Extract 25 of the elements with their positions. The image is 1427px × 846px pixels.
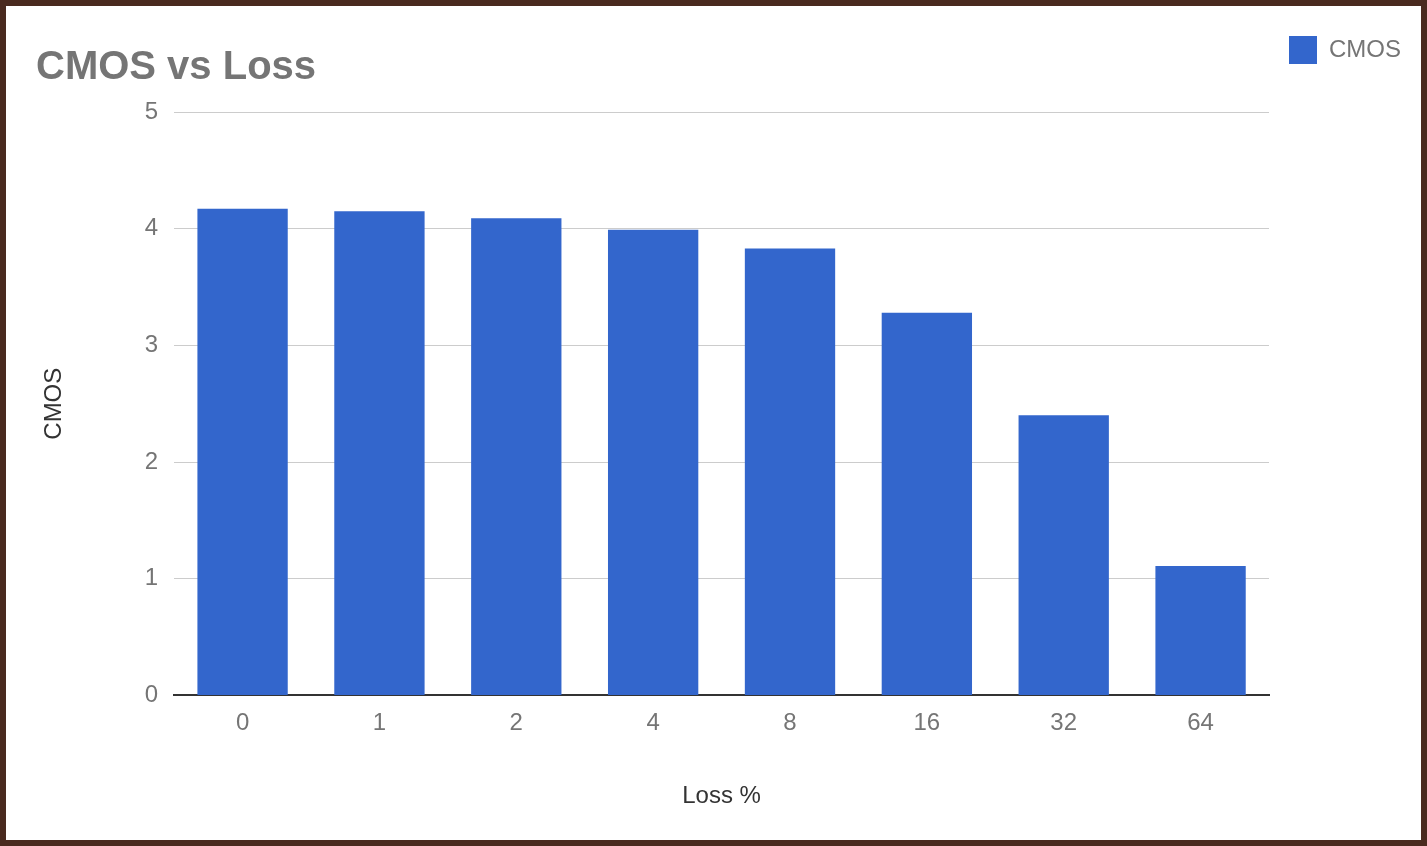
x-tick-label: 8 [783, 708, 797, 736]
bar [471, 218, 562, 695]
y-tick-label: 3 [144, 329, 159, 357]
y-axis-title: CMOS [39, 367, 67, 440]
y-tick-label: 4 [144, 213, 159, 241]
x-tick-label: 64 [1187, 708, 1214, 736]
x-tick-label: 16 [913, 708, 941, 736]
x-tick-label: 1 [372, 708, 387, 736]
bar [607, 229, 699, 695]
bar [1018, 415, 1109, 695]
y-tick-label: 0 [144, 680, 159, 708]
bar [744, 248, 836, 695]
x-tick-label: 4 [646, 708, 660, 736]
bar [197, 208, 288, 695]
x-axis-title: Loss % [682, 781, 761, 809]
y-tick-label: 5 [144, 96, 159, 124]
bar [334, 211, 425, 695]
bar [1155, 565, 1246, 695]
y-tick-label: 1 [144, 563, 159, 591]
y-tick-label: 2 [144, 446, 159, 474]
x-tick-label: 2 [509, 708, 523, 736]
x-tick-label: 32 [1050, 708, 1078, 736]
chart-title: CMOS vs Loss [36, 43, 317, 88]
bar [881, 312, 973, 695]
x-tick-label: 0 [235, 708, 250, 736]
